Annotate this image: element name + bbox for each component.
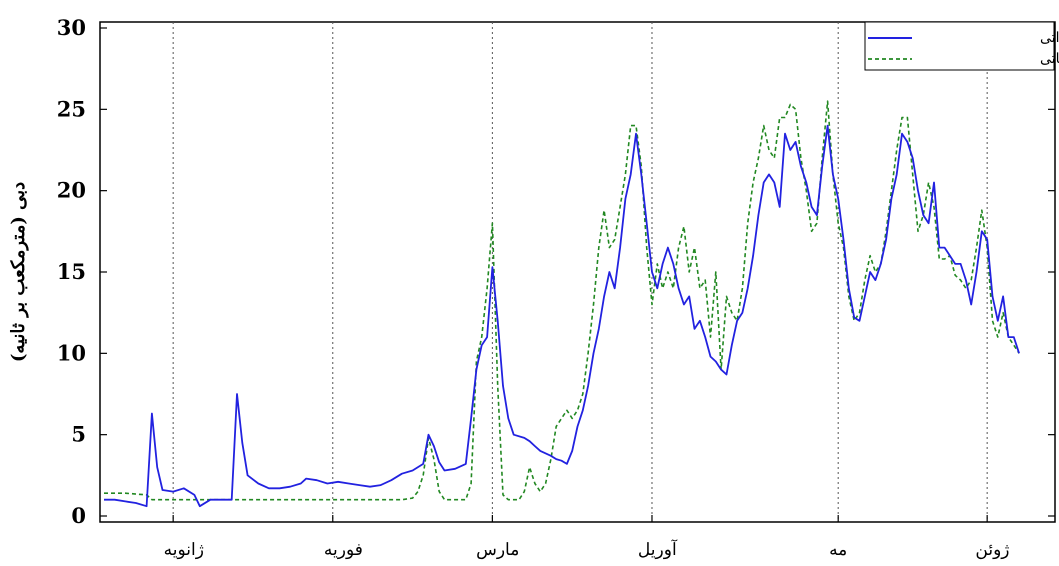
x-tick-label-2: مارس [476, 540, 519, 560]
x-tick-label-0: ژانویه [164, 540, 204, 560]
series-line-computed [104, 100, 1020, 501]
x-tick-label-1: فوریه [324, 540, 363, 560]
x-tick-label-3: آوریل [638, 538, 678, 560]
legend: دبی مشاهداتی دبی محاسباتی [864, 21, 1059, 71]
series-layer [104, 100, 1020, 508]
month-gridlines [172, 22, 988, 522]
y-tick-label-6: 30 [57, 15, 86, 40]
legend-label-observed: دبی مشاهداتی [1040, 30, 1059, 46]
y-axis-ticks: 0 5 10 15 20 25 30 [57, 15, 1055, 528]
y-tick-label-4: 20 [57, 178, 86, 203]
x-axis-ticks: ژانویه فوریه مارس آوریل مه ژوئن [164, 538, 1010, 560]
legend-label-computed: دبی محاسباتی [1040, 51, 1059, 67]
y-tick-label-2: 10 [57, 340, 86, 365]
y-tick-label-5: 25 [57, 96, 86, 121]
y-axis-label: دبی (مترمکعب بر ثانیه) [8, 182, 29, 362]
plot-area [99, 21, 1056, 523]
x-tick-label-5: ژوئن [975, 540, 1009, 560]
x-tick-label-4: مه [829, 540, 847, 560]
legend-box [864, 21, 1055, 71]
y-tick-label-0: 0 [71, 503, 86, 528]
y-tick-label-1: 5 [71, 422, 86, 447]
series-line-observed [104, 124, 1020, 508]
y-tick-label-3: 15 [57, 259, 86, 284]
